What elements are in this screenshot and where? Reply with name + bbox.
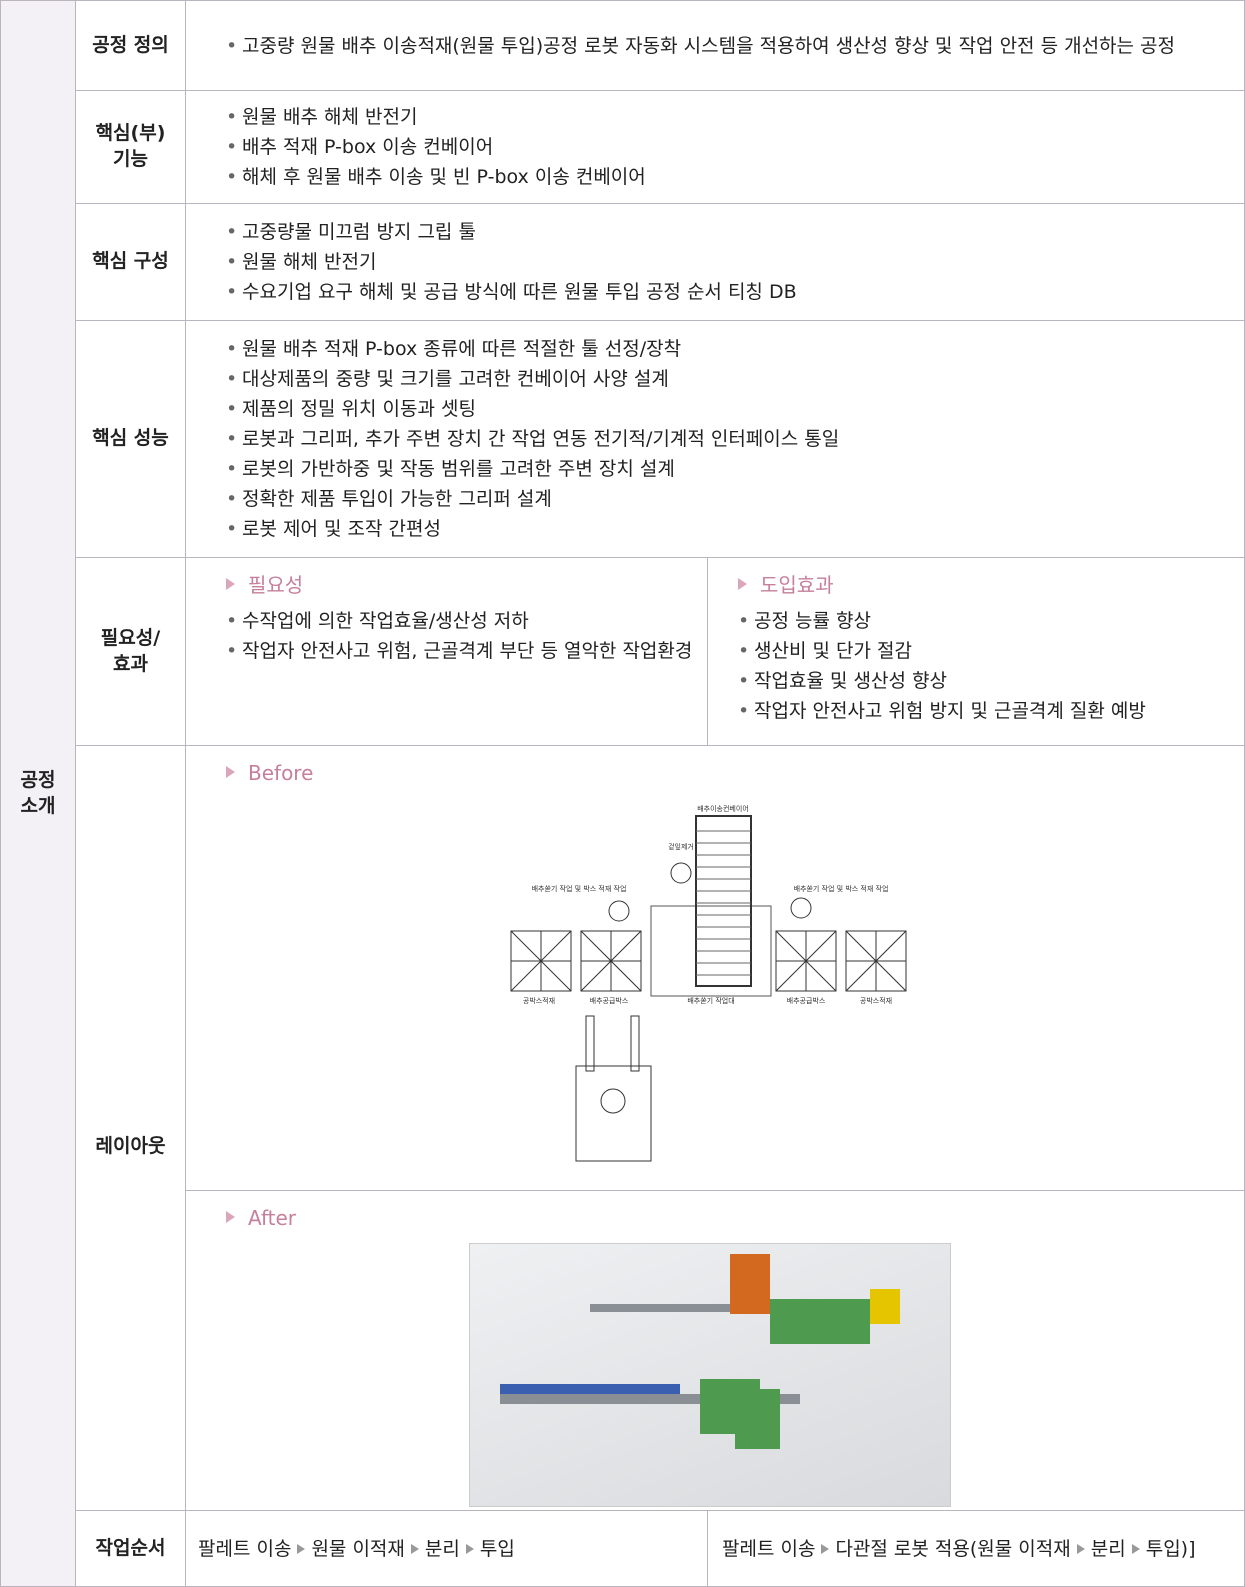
need-cell: 필요성수작업에 의한 작업효율/생산성 저하작업자 안전사고 위험, 근골격계 … [185, 557, 708, 746]
bullet-item: 고중량 원물 배추 이송적재(원물 투입)공정 로봇 자동화 시스템을 적용하여… [226, 31, 1244, 61]
bullet-item: 대상제품의 중량 및 크기를 고려한 컨베이어 사양 설계 [226, 364, 1244, 394]
step-separator [465, 1544, 474, 1554]
row-label: 공정 정의 [75, 0, 186, 91]
diagram-label: 공박스적재 [523, 996, 555, 1005]
bullet-item: 로봇의 가반하중 및 작동 범위를 고려한 주변 장치 설계 [226, 454, 1244, 484]
row: 작업순서 팔레트 이송 원물 이적재 분리 투입 팔레트 이송 다관절 로봇 적용(원물 이… [1, 1510, 1245, 1587]
row-label: 핵심(부) 기능 [75, 90, 186, 204]
bullet-item: 로봇과 그리퍼, 추가 주변 장치 간 작업 연동 전기적/기계적 인터페이스 … [226, 424, 1244, 454]
render-part [735, 1389, 780, 1449]
row: 핵심 구성 고중량물 미끄럼 방지 그립 툴원물 해체 반전기수요기업 요구 해체… [1, 203, 1245, 321]
after-render [469, 1243, 951, 1507]
step-separator [410, 1544, 419, 1554]
bullet-item: 수작업에 의한 작업효율/생산성 저하 [226, 606, 707, 636]
bullet-item: 제품의 정밀 위치 이동과 셋팅 [226, 394, 1244, 424]
bullet-item: 작업자 안전사고 위험, 근골격계 부단 등 열악한 작업환경 [226, 636, 707, 666]
row-content: 원물 배추 적재 P-box 종류에 따른 적절한 툴 선정/장착대상제품의 중… [185, 320, 1245, 558]
row: 필요성/ 효과필요성수작업에 의한 작업효율/생산성 저하작업자 안전사고 위험… [1, 557, 1245, 746]
bullet-list: 원물 배추 적재 P-box 종류에 따른 적절한 툴 선정/장착대상제품의 중… [226, 334, 1244, 544]
worker [670, 862, 692, 884]
bullet-item: 작업효율 및 생산성 향상 [738, 666, 1244, 696]
forklift-wheel [600, 1088, 626, 1114]
worker [790, 897, 812, 919]
render-part [730, 1254, 770, 1314]
row-label: 레이아웃 [75, 745, 186, 1511]
before-cell: Before 배추이송컨베이어 겉잎제거 배추쏟기 작업 및 박스 적재 작업 배추쏟기… [185, 745, 1245, 1191]
sub-heading: After [226, 1203, 1244, 1233]
row-label: 필요성/ 효과 [75, 557, 186, 746]
bullet-item: 원물 배추 해체 반전기 [226, 102, 1244, 132]
diagram-label: 배추공급박스 [787, 996, 826, 1005]
order-cell: 팔레트 이송 다관절 로봇 적용(원물 이적재 분리 투입)] [707, 1510, 1245, 1587]
row-content: 고중량 원물 배추 이송적재(원물 투입)공정 로봇 자동화 시스템을 적용하여… [185, 0, 1245, 91]
worker [608, 900, 630, 922]
step-separator [1131, 1544, 1140, 1554]
bullet-item: 정확한 제품 투입이 가능한 그리퍼 설계 [226, 484, 1244, 514]
render-part [500, 1394, 800, 1404]
sub-heading: 필요성 [226, 570, 707, 600]
render-part [770, 1299, 870, 1344]
render-part [870, 1289, 900, 1324]
row-label: 핵심 구성 [75, 203, 186, 321]
step: 다관절 로봇 적용(원물 이적재 [835, 1537, 1071, 1560]
step: 팔레트 이송 [722, 1537, 816, 1560]
after-cell: After [185, 1190, 1245, 1511]
sub-heading: 도입효과 [738, 570, 1244, 600]
forklift-fork [630, 1015, 640, 1072]
diagram-label: 배추쏟기 작업대 [687, 996, 734, 1005]
row-label: 핵심 성능 [75, 320, 186, 558]
row-content: 원물 배추 해체 반전기배추 적재 P-box 이송 컨베이어해체 후 원물 배… [185, 90, 1245, 204]
diagram-label: 공박스적재 [860, 996, 892, 1005]
bullet-item: 생산비 및 단가 절감 [738, 636, 1244, 666]
bullet-list: 공정 능률 향상생산비 및 단가 절감작업효율 및 생산성 향상작업자 안전사고… [738, 606, 1244, 726]
bullet-item: 원물 해체 반전기 [226, 247, 1244, 277]
work-table [650, 905, 772, 997]
step: 투입 [479, 1537, 515, 1560]
bullet-list: 원물 배추 해체 반전기배추 적재 P-box 이송 컨베이어해체 후 원물 배… [226, 102, 1244, 192]
bullet-item: 로봇 제어 및 조작 간편성 [226, 514, 1244, 544]
step: 원물 이적재 [311, 1537, 405, 1560]
diagram-label: 겉잎제거 [668, 842, 694, 851]
bullet-item: 원물 배추 적재 P-box 종류에 따른 적절한 툴 선정/장착 [226, 334, 1244, 364]
bullet-list: 고중량물 미끄럼 방지 그립 툴원물 해체 반전기수요기업 요구 해체 및 공급… [226, 217, 1244, 307]
bullet-item: 고중량물 미끄럼 방지 그립 툴 [226, 217, 1244, 247]
row-content: 고중량물 미끄럼 방지 그립 툴원물 해체 반전기수요기업 요구 해체 및 공급… [185, 203, 1245, 321]
bullet-item: 공정 능률 향상 [738, 606, 1244, 636]
bullet-list: 수작업에 의한 작업효율/생산성 저하작업자 안전사고 위험, 근골격계 부단 … [226, 606, 707, 666]
step: 투입)] [1145, 1537, 1196, 1560]
row-label: 작업순서 [75, 1510, 186, 1587]
diagram-label: 배추쏟기 작업 및 박스 적재 작업 [794, 884, 889, 893]
step: 분리 [424, 1537, 460, 1560]
step: 팔레트 이송 [198, 1537, 292, 1560]
bullet-item: 작업자 안전사고 위험 방지 및 근골격계 질환 예방 [738, 696, 1244, 726]
forklift-fork [585, 1015, 595, 1072]
diagram-label: 배추공급박스 [590, 996, 629, 1005]
forklift [575, 1065, 652, 1162]
row: 핵심(부) 기능 원물 배추 해체 반전기배추 적재 P-box 이송 컨베이어해… [1, 90, 1245, 204]
order-cell: 팔레트 이송 원물 이적재 분리 투입 [185, 1510, 708, 1587]
render-part [500, 1384, 680, 1394]
diagram-label: 배추쏟기 작업 및 박스 적재 작업 [532, 884, 627, 893]
step-separator [1076, 1544, 1085, 1554]
need-cell: 도입효과공정 능률 향상생산비 및 단가 절감작업효율 및 생산성 향상작업자 … [707, 557, 1245, 746]
bullet-list: 고중량 원물 배추 이송적재(원물 투입)공정 로봇 자동화 시스템을 적용하여… [226, 31, 1244, 61]
sub-heading: Before [226, 758, 1244, 788]
conveyor [695, 815, 752, 987]
row: After [1, 1190, 1245, 1511]
row: 핵심 성능 원물 배추 적재 P-box 종류에 따른 적절한 툴 선정/장착대상… [1, 320, 1245, 558]
bullet-item: 배추 적재 P-box 이송 컨베이어 [226, 132, 1244, 162]
step: 분리 [1090, 1537, 1126, 1560]
section-label: 공정 소개 [0, 0, 76, 1587]
step-separator [297, 1544, 306, 1554]
bullet-item: 수요기업 요구 해체 및 공급 방식에 따른 원물 투입 공정 순서 티칭 DB [226, 277, 1244, 307]
step-separator [821, 1544, 830, 1554]
diagram-label: 배추이송컨베이어 [697, 804, 749, 813]
bullet-item: 해체 후 원물 배추 이송 및 빈 P-box 이송 컨베이어 [226, 162, 1244, 192]
